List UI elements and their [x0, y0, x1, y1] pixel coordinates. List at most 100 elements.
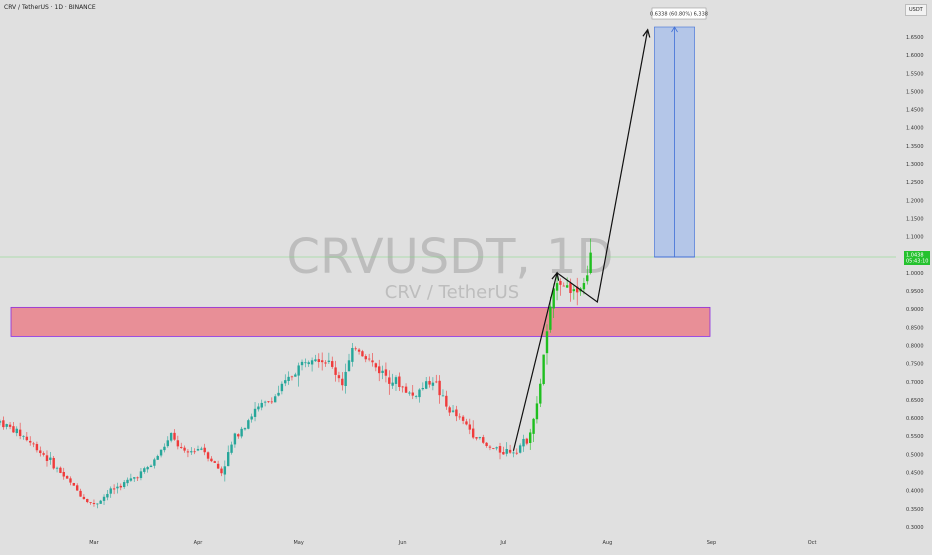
candle-body — [364, 356, 367, 360]
candle — [29, 436, 32, 446]
candle — [525, 437, 529, 446]
candle — [408, 390, 411, 396]
price-tick-label: 0.9000 — [906, 307, 924, 313]
candle-body — [216, 463, 220, 469]
candle — [421, 382, 425, 391]
price-tick-label: 0.6500 — [906, 398, 924, 404]
candle — [176, 435, 180, 450]
candle — [552, 283, 555, 319]
candle-body — [119, 485, 123, 488]
candle-body — [404, 386, 408, 393]
candle-body — [89, 502, 92, 503]
candle — [62, 467, 65, 480]
candle — [163, 443, 166, 453]
price-axis[interactable]: 0.3000 0.3500 0.4000 0.4500 0.5000 0.5500 0.60… — [896, 0, 932, 550]
price-tick-label: 0.6000 — [906, 416, 924, 422]
candle-body — [310, 360, 314, 365]
candle — [411, 384, 414, 400]
candle — [418, 388, 421, 403]
candle — [220, 466, 223, 477]
candle-body — [431, 382, 435, 386]
candle — [555, 275, 559, 301]
candle-body — [240, 428, 243, 437]
candle — [159, 449, 163, 458]
candle — [394, 375, 398, 391]
candle-body — [139, 471, 143, 479]
candle-body — [250, 416, 253, 420]
candle — [42, 451, 45, 457]
candle-body — [126, 479, 129, 484]
candle — [129, 473, 133, 482]
candle — [86, 498, 89, 504]
candle-body — [32, 443, 35, 445]
candle-body — [223, 466, 227, 475]
candle — [99, 499, 102, 504]
symbol-title: CRV / TetherUS · 1D · BINANCE — [4, 4, 96, 11]
candle — [391, 373, 394, 389]
currency-badge[interactable]: USDT — [905, 4, 927, 16]
candle — [226, 445, 230, 467]
candle — [529, 428, 532, 450]
candle-body — [186, 451, 190, 453]
candle — [55, 466, 59, 473]
candle-body — [129, 478, 133, 481]
candle-body — [267, 401, 270, 403]
candle — [310, 357, 314, 372]
candle — [149, 464, 153, 468]
price-tick-label: 1.5500 — [906, 71, 924, 77]
candle-body — [445, 395, 448, 407]
candle-body — [143, 468, 146, 472]
candle-body — [69, 478, 72, 483]
candle-body — [45, 455, 49, 461]
candle-body — [327, 360, 331, 362]
month-tick-label: Aug — [603, 540, 613, 546]
candle-body — [203, 447, 206, 453]
candle — [495, 446, 498, 451]
candle-body — [525, 438, 529, 444]
price-tick-label: 0.5500 — [906, 434, 924, 440]
candle — [331, 356, 334, 369]
candle-body — [307, 362, 310, 365]
price-tick-label: 1.5000 — [906, 89, 924, 95]
candle — [216, 460, 220, 470]
candle — [354, 346, 357, 351]
candle — [139, 468, 143, 481]
candle-body — [408, 392, 411, 394]
candle — [307, 360, 310, 367]
candle — [478, 436, 482, 440]
candle-body — [112, 488, 116, 490]
projection-arrowhead-2 — [642, 28, 651, 38]
candle — [22, 435, 25, 440]
candle-body — [82, 496, 86, 500]
candle — [455, 405, 458, 422]
price-tick-label: 1.6500 — [906, 35, 924, 41]
price-tick-label: 0.8500 — [906, 325, 924, 331]
price-tick-label: 1.0000 — [906, 271, 924, 277]
candle-body — [384, 369, 388, 376]
candle — [250, 413, 253, 423]
candle — [300, 359, 304, 371]
candle-body — [438, 380, 441, 396]
candle-body — [492, 448, 495, 450]
candle-body — [75, 485, 79, 491]
candles — [0, 238, 592, 509]
candle-body — [381, 370, 384, 373]
drawings — [512, 28, 651, 451]
month-tick-label: Mar — [89, 540, 99, 546]
current-price-countdown: 05:43:10 — [906, 259, 928, 265]
candle-body — [572, 289, 576, 292]
candle-body — [337, 375, 341, 379]
candle-body — [0, 421, 2, 423]
candle-body — [133, 477, 136, 479]
candle — [488, 445, 492, 451]
candle — [210, 456, 213, 463]
candle-body — [300, 361, 304, 366]
candle-body — [284, 380, 287, 384]
candle — [277, 385, 280, 397]
candle-body — [441, 395, 445, 397]
candle-body — [374, 363, 378, 368]
candle-body — [485, 442, 488, 446]
price-tick-label: 1.3500 — [906, 144, 924, 150]
price-tick-label: 0.3500 — [906, 507, 924, 513]
